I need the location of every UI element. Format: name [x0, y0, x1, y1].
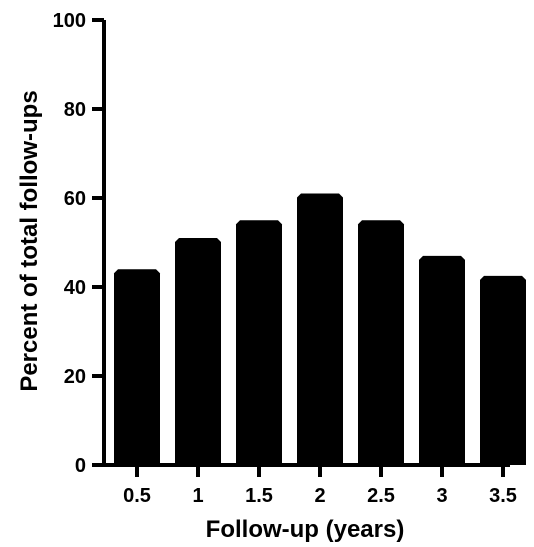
y-tick-label: 40 [64, 277, 86, 299]
y-tick-label: 20 [64, 366, 86, 388]
bar-2 [297, 193, 343, 466]
x-axis-label: Follow-up (years) [206, 516, 405, 543]
x-tick-label: 0.5 [123, 485, 151, 507]
y-tick-label: 80 [64, 99, 86, 121]
bar-1 [175, 238, 221, 465]
x-tick-label: 1.5 [245, 485, 273, 507]
y-tick-label: 100 [53, 10, 86, 32]
x-tick-label: 1 [192, 485, 203, 507]
y-ticks: 0 20 40 60 80 100 [53, 10, 104, 477]
x-tick-label: 3 [436, 485, 447, 507]
bar-3 [419, 255, 465, 465]
bar-0.5 [114, 269, 160, 465]
x-tick-label: 2 [314, 485, 325, 507]
bar-2.5 [358, 220, 404, 465]
y-tick-label: 60 [64, 188, 86, 210]
y-axis-label: Percent of total follow-ups [16, 90, 43, 391]
bar-1.5 [236, 220, 282, 465]
bars [114, 193, 526, 466]
bar-3.5 [480, 275, 526, 465]
x-ticks: 0.5 1 1.5 2 2.5 3 3.5 [123, 465, 517, 507]
x-tick-label: 3.5 [489, 485, 517, 507]
y-tick-label: 0 [75, 455, 86, 477]
x-tick-label: 2.5 [367, 485, 395, 507]
